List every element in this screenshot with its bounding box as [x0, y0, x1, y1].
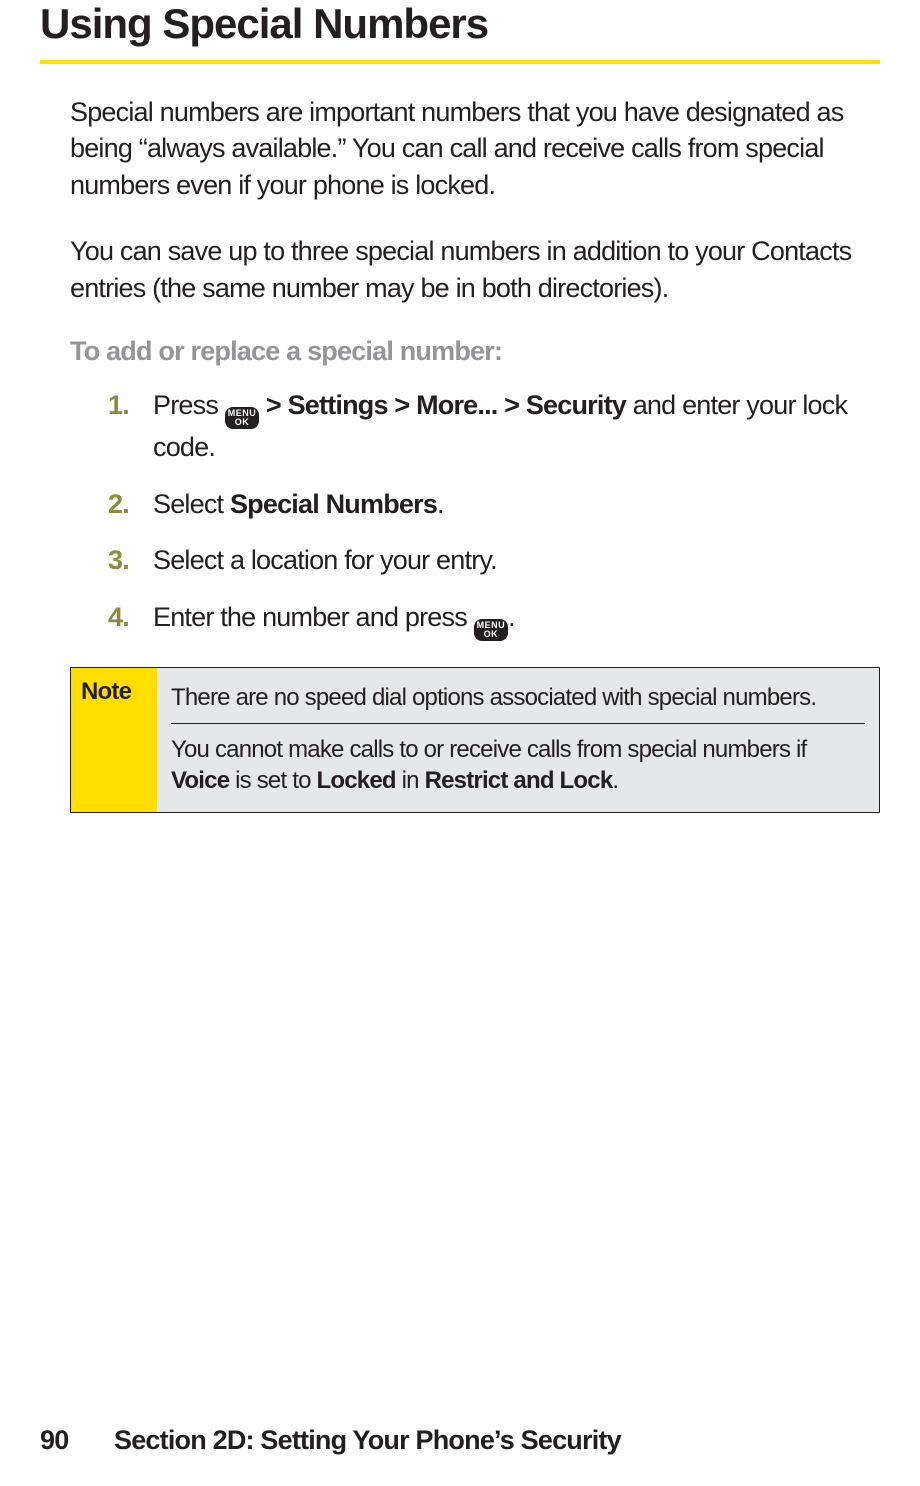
menu-ok-key-icon: MENUOK — [474, 619, 509, 641]
step-text: Select a location for your entry. — [153, 545, 497, 575]
step-number: 3. — [108, 542, 129, 578]
note-label: Note — [71, 668, 157, 813]
page-number: 90 — [40, 1425, 114, 1456]
step-text-bold: > Settings > More... > Security — [259, 390, 633, 420]
note-body: There are no speed dial options associat… — [157, 668, 879, 813]
note-item-2: You cannot make calls to or receive call… — [171, 723, 865, 800]
note-item-1: There are no speed dial options associat… — [171, 678, 865, 723]
procedure-heading: To add or replace a special number: — [70, 336, 880, 367]
section-label: Section 2D: Setting Your Phone’s Securit… — [114, 1425, 621, 1456]
page-title: Using Special Numbers — [40, 0, 880, 64]
step-3: 3. Select a location for your entry. — [108, 542, 880, 578]
note-box: Note There are no speed dial options ass… — [70, 667, 880, 814]
step-text-pre: Select — [153, 489, 230, 519]
step-number: 2. — [108, 486, 129, 522]
page-footer: 90 Section 2D: Setting Your Phone’s Secu… — [0, 1425, 920, 1456]
step-number: 1. — [108, 387, 129, 423]
step-text-bold: Special Numbers — [230, 489, 437, 519]
step-text-post: . — [508, 602, 515, 632]
document-page: Using Special Numbers Special numbers ar… — [0, 0, 920, 1486]
content-area: Special numbers are important numbers th… — [40, 94, 880, 813]
menu-ok-key-icon: MENUOK — [225, 407, 260, 429]
step-4: 4. Enter the number and press MENUOK. — [108, 599, 880, 641]
steps-list: 1. Press MENUOK > Settings > More... > S… — [70, 387, 880, 640]
intro-paragraph-1: Special numbers are important numbers th… — [70, 94, 880, 203]
step-text-pre: Enter the number and press — [153, 602, 474, 632]
step-number: 4. — [108, 599, 129, 635]
intro-paragraph-2: You can save up to three special numbers… — [70, 233, 880, 306]
step-2: 2. Select Special Numbers. — [108, 486, 880, 522]
step-1: 1. Press MENUOK > Settings > More... > S… — [108, 387, 880, 465]
step-text-pre: Press — [153, 390, 225, 420]
step-text-post: . — [437, 489, 444, 519]
